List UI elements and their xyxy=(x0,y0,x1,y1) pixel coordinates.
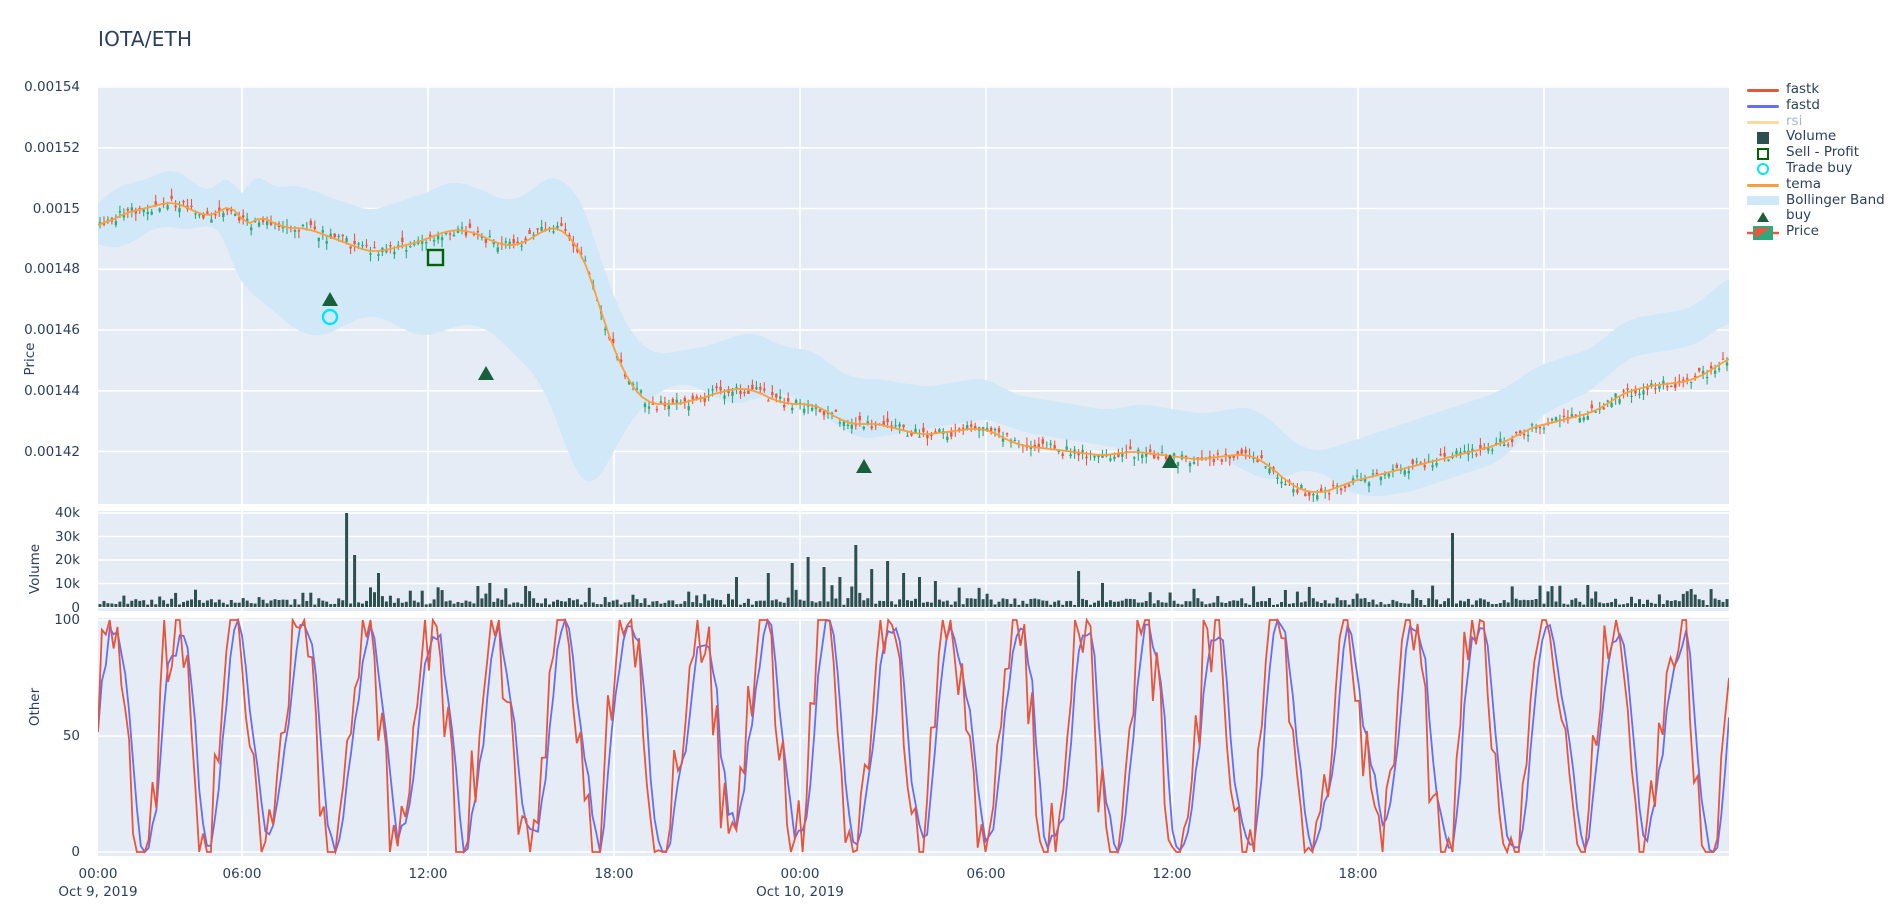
x-tick-date: Oct 9, 2019 xyxy=(58,884,138,900)
x-tick: 06:00 xyxy=(223,866,262,882)
buy-marker-icon[interactable] xyxy=(856,459,872,473)
x-tick-time: 18:00 xyxy=(594,866,634,882)
x-tick: 00:00 Oct 9, 2019 xyxy=(58,866,137,900)
volume-axis-title: Volume xyxy=(27,543,43,595)
price-subplot[interactable] xyxy=(98,86,1729,504)
legend-item-fastk[interactable]: fastk xyxy=(1746,81,1885,98)
buy-marker-icon[interactable] xyxy=(1162,454,1178,468)
line-icon xyxy=(1746,98,1780,113)
legend-label: Volume xyxy=(1786,128,1837,145)
x-tick: 18:00 xyxy=(1339,866,1378,882)
price-ytick: 0.00146 xyxy=(24,322,80,338)
legend-item-tema[interactable]: tema xyxy=(1746,175,1885,193)
page-title: IOTA/ETH xyxy=(98,27,193,51)
volume-ytick: 20k xyxy=(55,552,80,568)
candle-icon xyxy=(1746,225,1780,240)
legend-item-rsi[interactable]: rsi xyxy=(1746,112,1885,130)
other-axis-title: Other xyxy=(27,687,43,727)
x-tick-date: Oct 10, 2019 xyxy=(756,884,844,900)
volume-ytick: 30k xyxy=(55,529,80,545)
legend-label: Trade buy xyxy=(1786,159,1853,176)
legend-label: tema xyxy=(1786,175,1822,192)
volume-gridlines xyxy=(98,511,1729,611)
fastd-line xyxy=(98,618,1729,856)
x-tick-time: 18:00 xyxy=(1338,866,1378,882)
x-tick-time: 06:00 xyxy=(966,866,1006,882)
trade-markers[interactable] xyxy=(321,248,1178,473)
x-tick: 12:00 xyxy=(1153,866,1192,882)
open-circle-icon xyxy=(1746,161,1780,176)
legend-item-volume[interactable]: Volume xyxy=(1746,129,1885,145)
price-ytick: 0.00152 xyxy=(24,140,80,156)
legend-label: Bollinger Band xyxy=(1786,191,1885,208)
volume-bars xyxy=(98,513,1729,607)
price-ytick: 0.00154 xyxy=(24,79,80,95)
volume-ytick: 10k xyxy=(55,576,80,592)
x-tick-time: 12:00 xyxy=(408,866,448,882)
x-tick: 18:00 xyxy=(595,866,634,882)
tema-line xyxy=(98,202,1729,493)
x-tick-time: 00:00 xyxy=(78,866,118,882)
other-gridlines xyxy=(98,618,1729,856)
other-ytick: 100 xyxy=(54,612,80,628)
buy-marker-icon[interactable] xyxy=(478,366,494,380)
volume-ytick: 40k xyxy=(55,505,80,521)
other-svg xyxy=(98,618,1729,856)
x-tick: 00:00 Oct 10, 2019 xyxy=(756,866,844,900)
fastk-line xyxy=(98,618,1729,855)
volume-svg xyxy=(98,511,1729,611)
price-ytick: 0.0015 xyxy=(32,201,80,217)
other-subplot[interactable] xyxy=(98,618,1729,856)
legend-label: Price xyxy=(1786,223,1819,240)
volume-subplot[interactable] xyxy=(98,511,1729,611)
legend-label: buy xyxy=(1786,207,1812,224)
volume-ytick: 0 xyxy=(71,600,80,616)
legend-item-fastd[interactable]: fastd xyxy=(1746,96,1885,114)
x-tick-time: 06:00 xyxy=(222,866,262,882)
line-icon xyxy=(1746,114,1780,129)
legend-item-buy[interactable]: buy xyxy=(1746,208,1885,224)
legend-item-price[interactable]: Price xyxy=(1746,223,1885,240)
legend[interactable]: fastk fastd rsi Volume Sell - Profit Trade bu… xyxy=(1746,81,1885,240)
x-tick-time: 00:00 xyxy=(780,866,820,882)
x-tick-time: 12:00 xyxy=(1152,866,1192,882)
legend-label: fastk xyxy=(1786,81,1820,97)
band-icon xyxy=(1746,193,1780,208)
triangle-icon xyxy=(1746,209,1780,224)
buy-marker-icon[interactable] xyxy=(322,292,338,306)
x-tick: 12:00 xyxy=(409,866,448,882)
square-icon xyxy=(1746,130,1780,145)
legend-label: fastd xyxy=(1786,96,1820,113)
open-square-icon xyxy=(1746,146,1780,161)
sell-profit-marker-icon[interactable] xyxy=(426,248,445,267)
legend-label: rsi xyxy=(1786,112,1803,129)
bollinger-band xyxy=(98,171,1729,496)
line-icon xyxy=(1746,177,1780,192)
price-ytick: 0.00142 xyxy=(24,444,80,460)
price-ytick: 0.00148 xyxy=(24,261,80,277)
other-ytick: 50 xyxy=(62,728,80,744)
legend-label: Sell - Profit xyxy=(1786,144,1860,161)
legend-item-sell-profit[interactable]: Sell - Profit xyxy=(1746,144,1885,161)
other-ytick: 0 xyxy=(71,844,80,860)
legend-item-trade-buy[interactable]: Trade buy xyxy=(1746,159,1885,177)
trade-buy-marker-icon[interactable] xyxy=(321,308,339,326)
price-axis-title: Price xyxy=(22,342,38,376)
price-ytick: 0.00144 xyxy=(24,383,80,399)
legend-item-bollinger-band[interactable]: Bollinger Band xyxy=(1746,191,1885,209)
x-tick: 06:00 xyxy=(967,866,1006,882)
price-svg xyxy=(98,86,1729,504)
line-icon xyxy=(1746,82,1780,97)
